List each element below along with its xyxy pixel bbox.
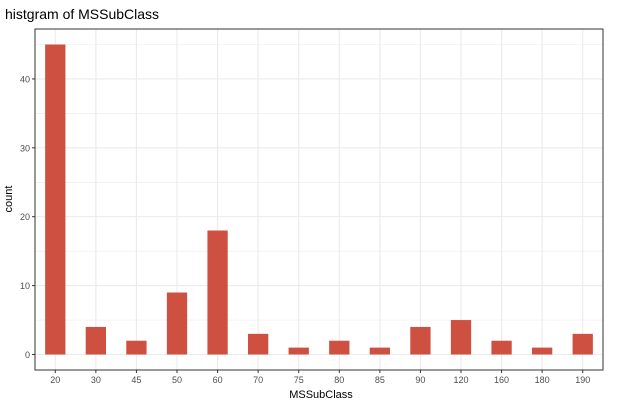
bar-30 xyxy=(85,326,106,355)
x-tick-label: 60 xyxy=(213,375,223,385)
bar-90 xyxy=(410,326,431,355)
x-axis-title: MSSubClass xyxy=(289,389,353,401)
bar-50 xyxy=(166,292,188,355)
bar-85 xyxy=(369,347,390,355)
x-tick-label: 85 xyxy=(375,375,385,385)
x-tick-label: 50 xyxy=(172,375,182,385)
x-tick-label: 45 xyxy=(131,375,141,385)
bar-70 xyxy=(248,333,269,355)
bar-20 xyxy=(45,44,66,355)
y-tick-label: 0 xyxy=(25,350,30,360)
x-tick-label: 70 xyxy=(253,375,263,385)
x-tick-label: 120 xyxy=(453,375,468,385)
bar-45 xyxy=(126,340,147,355)
y-tick-label: 20 xyxy=(20,212,30,222)
x-tick-label: 190 xyxy=(575,375,590,385)
bar-75 xyxy=(288,347,309,355)
bar-120 xyxy=(450,320,472,355)
bar-160 xyxy=(491,340,512,355)
y-axis-title: count xyxy=(3,185,15,213)
x-tick-label: 20 xyxy=(50,375,60,385)
x-tick-label: 30 xyxy=(91,375,101,385)
bar-80 xyxy=(329,340,350,355)
x-tick-label: 80 xyxy=(334,375,344,385)
panel-background xyxy=(35,29,603,370)
x-tick-label: 75 xyxy=(294,375,304,385)
y-tick-label: 30 xyxy=(20,143,30,153)
panel-border xyxy=(34,28,604,371)
bar-190 xyxy=(572,333,593,355)
y-tick-label: 40 xyxy=(20,74,30,84)
x-tick-label: 180 xyxy=(535,375,550,385)
x-tick-label: 160 xyxy=(494,375,509,385)
x-tick-label: 90 xyxy=(415,375,425,385)
y-tick-label: 10 xyxy=(20,281,30,291)
chart-title: histgram of MSSubClass xyxy=(5,6,160,22)
bar-180 xyxy=(532,347,553,355)
bar-60 xyxy=(207,230,228,355)
